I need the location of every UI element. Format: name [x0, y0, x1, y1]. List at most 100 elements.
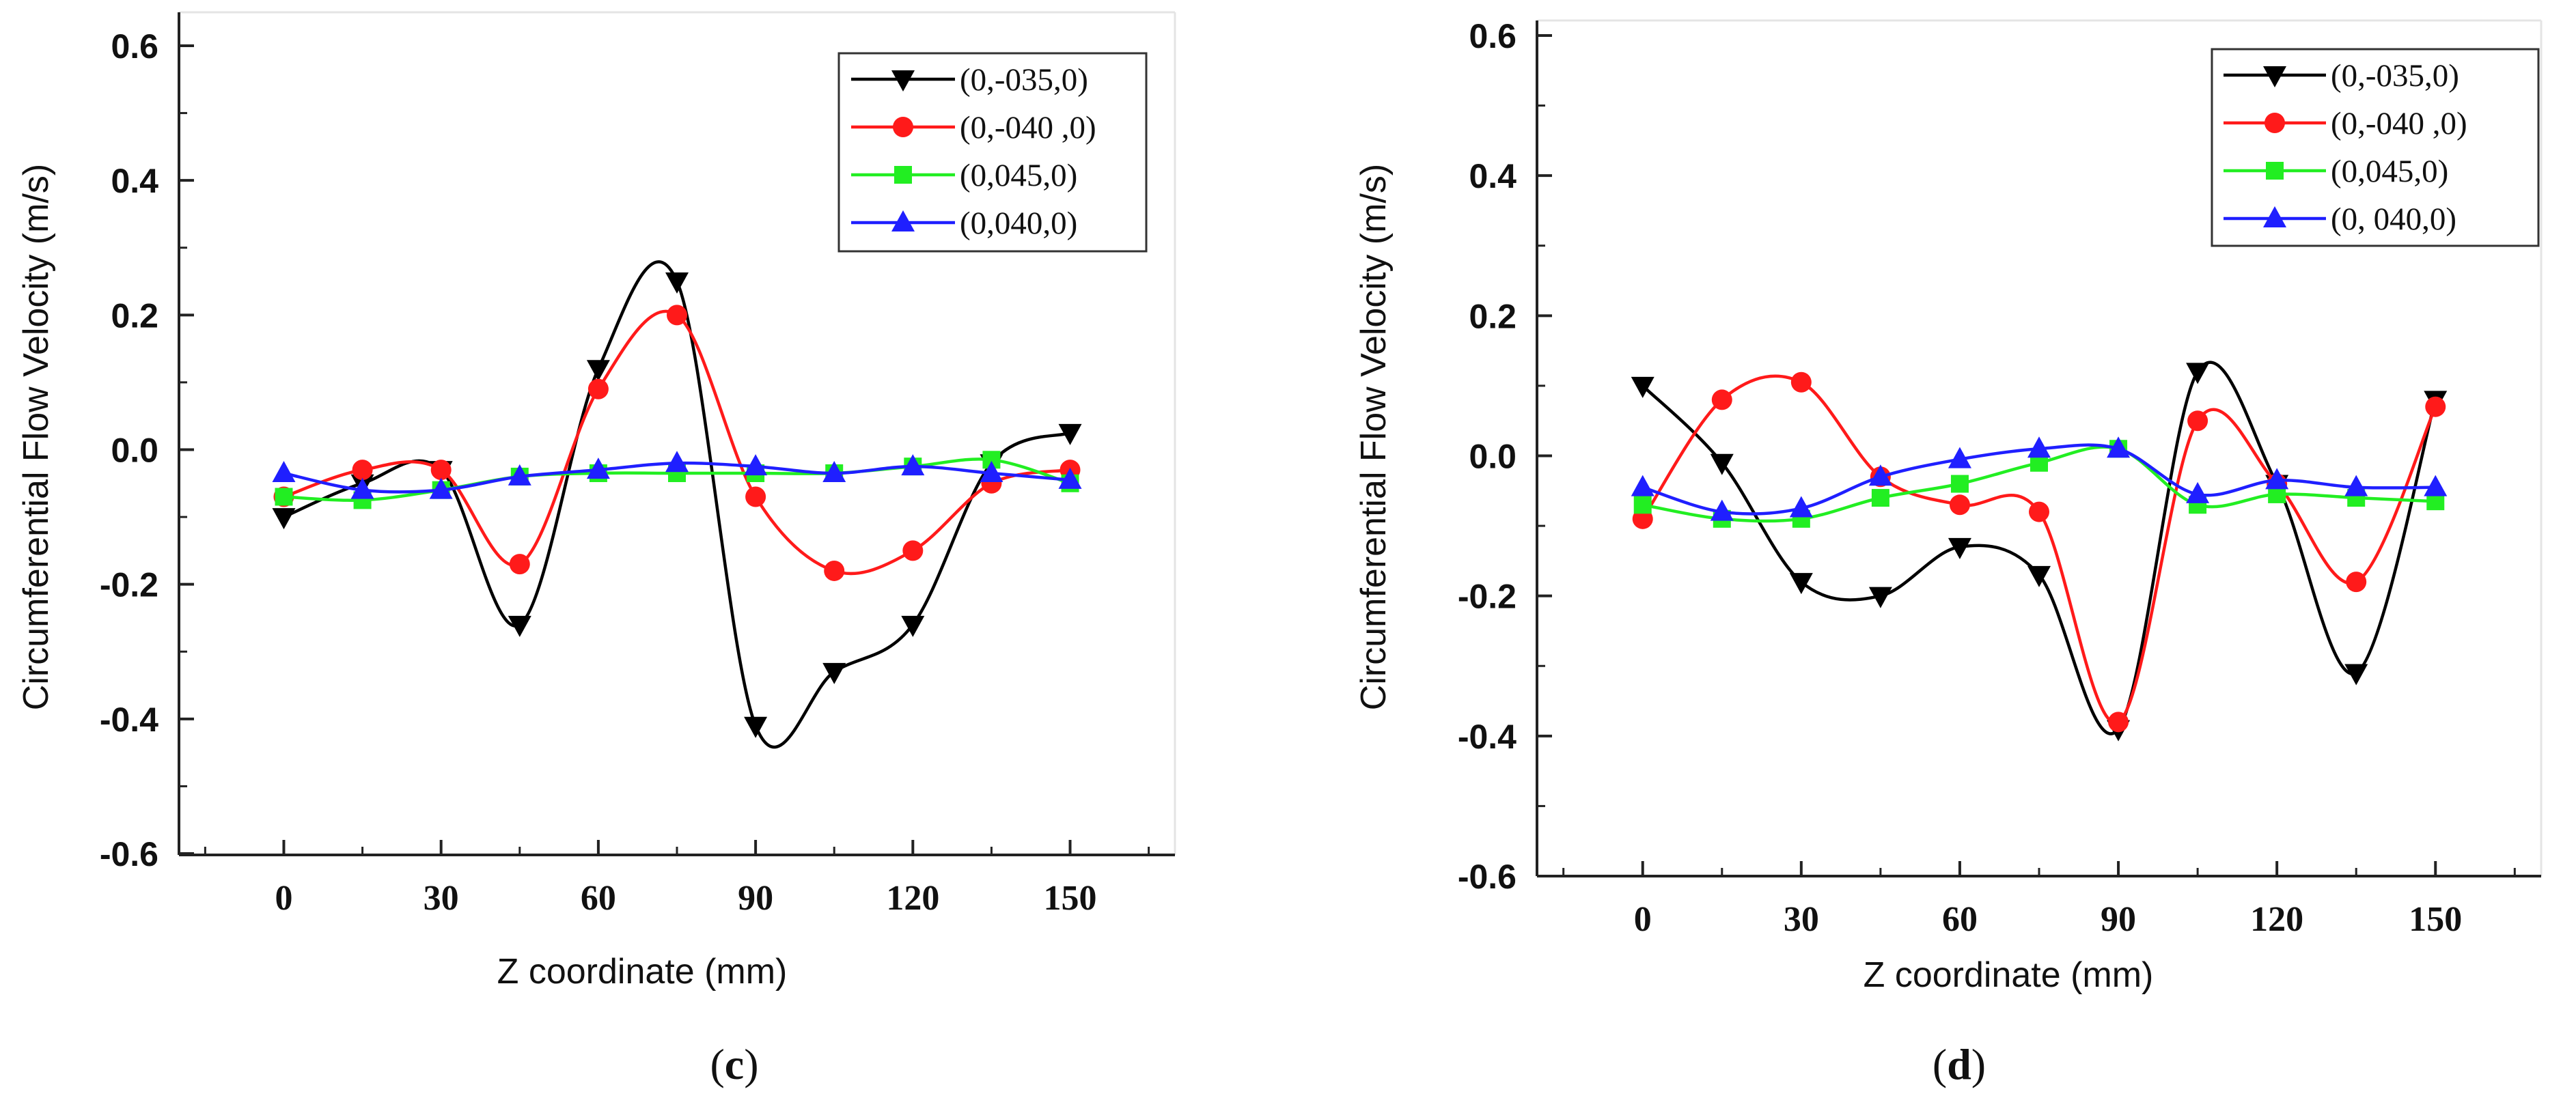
legend-marker	[893, 117, 913, 137]
data-point	[2346, 572, 2367, 593]
legend: (0,-035,0) (0,-040 ,0) (0,045,0) (0, 040,0)	[2211, 48, 2540, 247]
legend-label: (0,-040 ,0)	[960, 110, 1096, 145]
series-1	[1632, 371, 2446, 733]
data-point	[1949, 494, 1970, 516]
series-3	[272, 451, 1082, 499]
y-tick-label: -0.4	[100, 701, 158, 739]
series-line	[1641, 374, 2437, 725]
legend-label: (0,045,0)	[960, 158, 1077, 193]
data-point	[1868, 587, 1892, 608]
data-point	[901, 454, 925, 476]
legend-label: (0,045,0)	[2331, 154, 2448, 189]
data-point	[1948, 447, 1971, 468]
data-point	[744, 716, 768, 738]
data-point	[1790, 371, 1812, 393]
y-tick-label: -0.2	[1458, 578, 1516, 616]
data-point	[587, 378, 609, 399]
data-point	[2265, 468, 2289, 490]
x-tick-label: 30	[1784, 900, 1819, 939]
legend-box	[837, 52, 1148, 253]
chart-d: 0.6 0.4 0.2 0.0 -0.2 -0.4 -0.6 0 30 60 90 120 150 Cir…	[1354, 17, 2543, 1088]
series-0	[1631, 361, 2448, 742]
data-point	[429, 477, 453, 499]
data-point	[744, 454, 768, 476]
legend-label: (0,040,0)	[960, 206, 1077, 241]
data-point	[2344, 664, 2368, 686]
data-point	[275, 488, 293, 506]
y-tick-label: 0.6	[111, 27, 158, 66]
data-point	[824, 560, 845, 581]
data-point	[1789, 573, 1813, 595]
x-tick-label: 60	[581, 879, 616, 918]
legend-label: (0,-035,0)	[2331, 58, 2459, 94]
y-axis-label: Circumferential Flow Velocity (m/s)	[16, 164, 56, 710]
data-point	[272, 461, 296, 483]
series-3	[1631, 436, 2448, 521]
series-line	[283, 260, 1071, 749]
data-point	[902, 540, 924, 561]
legend-label: (0,-040 ,0)	[2331, 106, 2467, 141]
data-point	[901, 615, 925, 637]
legend-label: (0, 040,0)	[2331, 201, 2456, 237]
data-point	[980, 461, 1003, 483]
data-point	[430, 460, 452, 481]
y-tick-label: 0.2	[1469, 297, 1516, 335]
legend-marker	[891, 210, 915, 231]
data-point	[2027, 565, 2051, 587]
x-tick-label: 0	[275, 879, 292, 918]
x-axis-label: Z coordinate (mm)	[1864, 955, 2154, 995]
y-tick-label: 0.0	[111, 432, 158, 470]
x-tick-label: 90	[2101, 900, 2136, 939]
y-tick-label: 0.0	[1469, 438, 1516, 476]
data-point	[1633, 496, 1652, 514]
data-point	[272, 508, 296, 530]
x-tick-label: 60	[1942, 900, 1978, 939]
series-line	[283, 309, 1070, 576]
data-point	[1710, 453, 1734, 475]
y-tick-label: -0.6	[100, 835, 158, 873]
data-point	[2344, 475, 2368, 496]
legend: (0,-035,0) (0,-040 ,0) (0,045,0) (0,040,0)	[837, 52, 1148, 253]
data-point	[2107, 436, 2131, 458]
data-point	[1868, 464, 1892, 486]
data-point	[667, 305, 687, 326]
data-point	[1710, 499, 1734, 521]
x-tick-label: 120	[886, 879, 939, 918]
data-point	[1631, 376, 1654, 398]
data-point	[822, 461, 846, 483]
series-0	[272, 260, 1082, 749]
legend-marker	[2263, 206, 2286, 227]
data-point	[509, 554, 530, 575]
legend-marker	[891, 70, 915, 92]
data-point	[2425, 396, 2446, 417]
data-point	[352, 460, 373, 481]
data-point	[1632, 508, 1653, 529]
data-point	[1711, 389, 1732, 410]
x-tick-label: 120	[2250, 900, 2303, 939]
chart-c: 0.6 0.4 0.2 0.0 -0.2 -0.4 -0.6 0 30 60 90 120 150 Cir…	[16, 11, 1176, 1088]
data-point	[1058, 423, 1082, 445]
data-point	[822, 662, 846, 684]
data-point	[665, 451, 689, 473]
data-point	[508, 464, 531, 486]
legend-marker	[894, 166, 912, 184]
series-1	[273, 305, 1081, 581]
data-point	[2424, 475, 2448, 496]
legend-marker	[2266, 162, 2284, 180]
data-point	[2108, 712, 2129, 733]
legend-marker	[2263, 66, 2286, 87]
panel-caption: (c)	[710, 1040, 758, 1088]
data-point	[2187, 410, 2208, 432]
y-tick-label: -0.6	[1458, 858, 1516, 896]
x-tick-label: 90	[738, 879, 773, 918]
data-point	[1948, 537, 1971, 559]
legend-label: (0,-035,0)	[960, 62, 1088, 98]
data-point	[745, 486, 766, 507]
y-tick-label: -0.4	[1458, 718, 1516, 756]
data-point	[2186, 363, 2210, 384]
data-point	[2027, 436, 2051, 458]
legend-box	[2211, 48, 2540, 247]
data-point	[508, 615, 531, 637]
data-point	[586, 458, 610, 479]
